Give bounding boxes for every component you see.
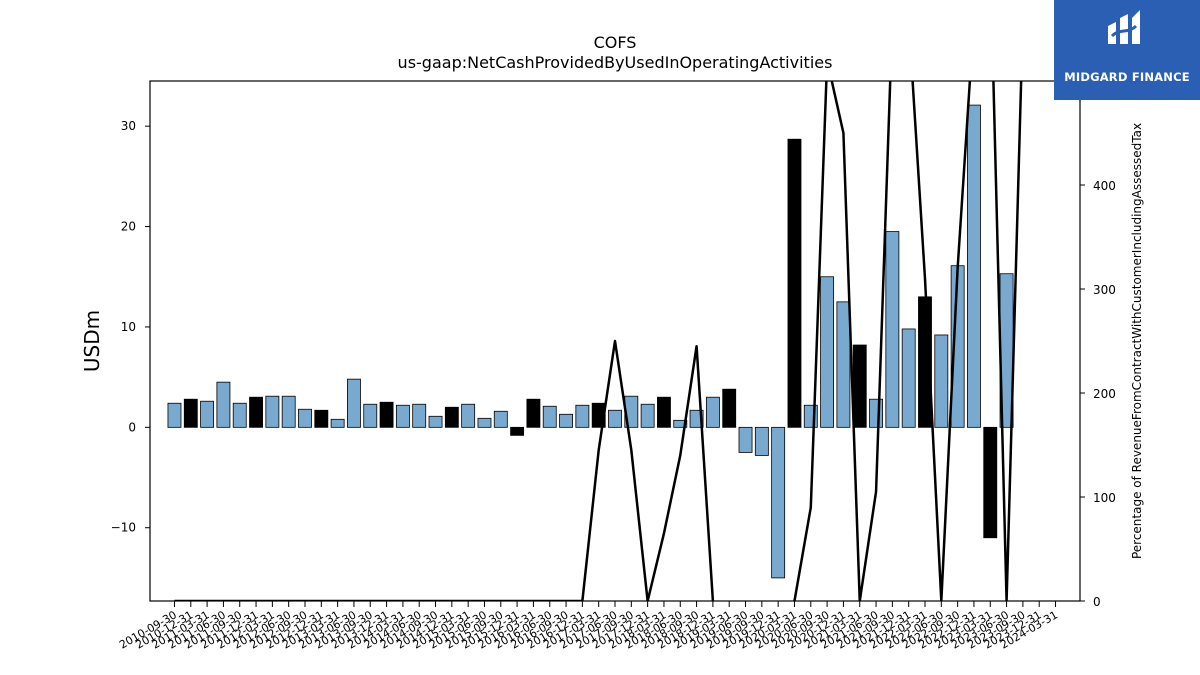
line-series-group	[174, 81, 1023, 601]
bar	[200, 400, 215, 428]
bar	[444, 406, 459, 428]
bar	[347, 378, 361, 428]
bar	[934, 334, 949, 428]
bar	[869, 398, 883, 428]
bar	[901, 328, 916, 428]
logo-text: MIDGARD FINANCE	[1064, 70, 1190, 84]
y-tick-label: 10	[121, 320, 136, 334]
bar	[820, 276, 835, 428]
bar	[575, 404, 590, 428]
bar	[412, 403, 427, 428]
bar	[477, 417, 492, 428]
bar	[249, 396, 263, 428]
bar	[885, 231, 900, 428]
y2-tick-label: 200	[1093, 387, 1116, 401]
bar	[395, 404, 410, 428]
bar	[852, 344, 867, 428]
bar	[771, 426, 786, 579]
bar	[379, 401, 394, 428]
y2-axis-label: Percentage of RevenueFromContractWithCus…	[1130, 123, 1144, 559]
y-tick-label: 0	[128, 420, 136, 434]
bar	[232, 402, 247, 428]
bar	[330, 418, 345, 428]
bar	[836, 301, 851, 428]
bar	[428, 415, 443, 428]
bar	[705, 396, 720, 428]
bar	[526, 398, 541, 428]
bar	[510, 426, 525, 436]
y-axis-label: USDm	[80, 310, 104, 372]
bar	[738, 426, 753, 453]
bar	[461, 403, 476, 428]
bar	[363, 403, 378, 428]
bar	[673, 419, 688, 428]
line-series	[174, 339, 715, 601]
brand-logo: MIDGARD FINANCE	[1054, 0, 1200, 100]
bar	[183, 398, 198, 428]
y-tick-label: 30	[121, 119, 136, 133]
bar	[281, 395, 296, 428]
logo-mark-icon	[1108, 10, 1140, 44]
plot-area: −10010203001002003004002010-09-302010-12…	[111, 80, 1116, 652]
bar	[608, 409, 622, 428]
bar	[559, 413, 573, 428]
y2-tick-label: 300	[1093, 283, 1116, 297]
bar	[967, 104, 981, 428]
chart-title: COFS	[594, 33, 637, 52]
bar	[754, 426, 769, 456]
bar	[722, 388, 737, 428]
bar	[787, 138, 802, 428]
y-tick-label: 20	[121, 220, 136, 234]
bar	[657, 396, 671, 428]
y2-tick-label: 0	[1093, 595, 1101, 609]
bar	[265, 395, 280, 428]
y2-tick-label: 100	[1093, 491, 1116, 505]
bar	[493, 410, 508, 428]
bar	[983, 426, 998, 539]
chart-subtitle: us-gaap:NetCashProvidedByUsedInOperating…	[398, 53, 833, 72]
bar	[314, 409, 329, 428]
bar	[640, 403, 655, 428]
bar	[298, 408, 312, 428]
line-series	[793, 81, 1023, 601]
y2-tick-label: 400	[1093, 179, 1116, 193]
bar	[167, 402, 182, 428]
bar	[216, 381, 231, 428]
bar	[542, 405, 557, 428]
y-tick-label: −10	[111, 521, 136, 535]
